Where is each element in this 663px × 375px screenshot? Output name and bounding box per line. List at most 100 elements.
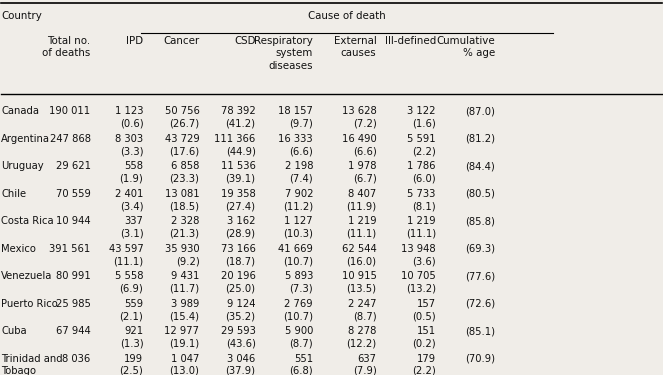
Text: 67 944: 67 944 [56,326,91,336]
Text: Trinidad and
Tobago: Trinidad and Tobago [1,354,63,375]
Text: 29 593
(43.6): 29 593 (43.6) [221,326,255,348]
Text: 5 733
(8.1): 5 733 (8.1) [408,189,436,211]
Text: 1 123
(0.6): 1 123 (0.6) [115,106,143,129]
Text: 558
(1.9): 558 (1.9) [119,161,143,184]
Text: 1 978
(6.7): 1 978 (6.7) [348,161,377,184]
Text: 29 621: 29 621 [56,161,91,171]
Text: (70.9): (70.9) [465,354,495,364]
Text: (87.0): (87.0) [465,106,495,116]
Text: 25 985: 25 985 [56,298,91,309]
Text: 2 247
(8.7): 2 247 (8.7) [348,298,377,321]
Text: 199
(2.5): 199 (2.5) [119,354,143,375]
Text: 18 157
(9.7): 18 157 (9.7) [278,106,313,129]
Text: 9 431
(11.7): 9 431 (11.7) [169,271,200,294]
Text: 1 047
(13.0): 1 047 (13.0) [170,354,200,375]
Text: Cuba: Cuba [1,326,27,336]
Text: 6 858
(23.3): 6 858 (23.3) [170,161,200,184]
Text: 3 989
(15.4): 3 989 (15.4) [170,298,200,321]
Text: 9 124
(35.2): 9 124 (35.2) [225,298,255,321]
Text: 2 328
(21.3): 2 328 (21.3) [170,216,200,238]
Text: 1 127
(10.3): 1 127 (10.3) [283,216,313,238]
Text: 43 729
(17.6): 43 729 (17.6) [164,134,200,156]
Text: Cause of death: Cause of death [308,12,386,21]
Text: Venezuela: Venezuela [1,271,53,281]
Text: 12 977
(19.1): 12 977 (19.1) [164,326,200,348]
Text: Respiratory
system
diseases: Respiratory system diseases [254,36,313,71]
Text: 78 392
(41.2): 78 392 (41.2) [221,106,255,129]
Text: 13 628
(7.2): 13 628 (7.2) [341,106,377,129]
Text: 151
(0.2): 151 (0.2) [412,326,436,348]
Text: 73 166
(18.7): 73 166 (18.7) [221,244,255,266]
Text: 7 902
(11.2): 7 902 (11.2) [283,189,313,211]
Text: 20 196
(25.0): 20 196 (25.0) [221,271,255,294]
Text: Ill-defined: Ill-defined [385,36,436,46]
Text: 2 769
(10.7): 2 769 (10.7) [283,298,313,321]
Text: 337
(3.1): 337 (3.1) [120,216,143,238]
Text: 111 366
(44.9): 111 366 (44.9) [214,134,255,156]
Text: 179
(2.2): 179 (2.2) [412,354,436,375]
Text: 43 597
(11.1): 43 597 (11.1) [109,244,143,266]
Text: (69.3): (69.3) [465,244,495,254]
Text: 157
(0.5): 157 (0.5) [412,298,436,321]
Text: 2 401
(3.4): 2 401 (3.4) [115,189,143,211]
Text: 13 081
(18.5): 13 081 (18.5) [165,189,200,211]
Text: 80 991: 80 991 [56,271,91,281]
Text: Cancer: Cancer [163,36,200,46]
Text: 559
(2.1): 559 (2.1) [119,298,143,321]
Text: 3 122
(1.6): 3 122 (1.6) [407,106,436,129]
Text: 637
(7.9): 637 (7.9) [353,354,377,375]
Text: External
causes: External causes [333,36,377,58]
Text: Country: Country [1,12,42,21]
Text: Total no.
of deaths: Total no. of deaths [42,36,91,58]
Text: (77.6): (77.6) [465,271,495,281]
Text: Chile: Chile [1,189,27,199]
Text: 8 036: 8 036 [62,354,91,364]
Text: (85.1): (85.1) [465,326,495,336]
Text: 921
(1.3): 921 (1.3) [120,326,143,348]
Text: Argentina: Argentina [1,134,50,144]
Text: (80.5): (80.5) [465,189,495,199]
Text: 5 893
(7.3): 5 893 (7.3) [284,271,313,294]
Text: 3 046
(37.9): 3 046 (37.9) [225,354,255,375]
Text: Cumulative
% age: Cumulative % age [436,36,495,58]
Text: 190 011: 190 011 [50,106,91,116]
Text: 19 358
(27.4): 19 358 (27.4) [221,189,255,211]
Text: 10 705
(13.2): 10 705 (13.2) [401,271,436,294]
Text: (84.4): (84.4) [465,161,495,171]
Text: 247 868: 247 868 [50,134,91,144]
Text: 41 669
(10.7): 41 669 (10.7) [278,244,313,266]
Text: 5 900
(8.7): 5 900 (8.7) [284,326,313,348]
Text: 8 407
(11.9): 8 407 (11.9) [346,189,377,211]
Text: (81.2): (81.2) [465,134,495,144]
Text: 8 278
(12.2): 8 278 (12.2) [346,326,377,348]
Text: 13 948
(3.6): 13 948 (3.6) [401,244,436,266]
Text: Uruguay: Uruguay [1,161,44,171]
Text: Costa Rica: Costa Rica [1,216,54,226]
Text: (72.6): (72.6) [465,298,495,309]
Text: Mexico: Mexico [1,244,36,254]
Text: 3 162
(28.9): 3 162 (28.9) [225,216,255,238]
Text: 11 536
(39.1): 11 536 (39.1) [221,161,255,184]
Text: 16 490
(6.6): 16 490 (6.6) [341,134,377,156]
Text: 1 219
(11.1): 1 219 (11.1) [346,216,377,238]
Text: 16 333
(6.6): 16 333 (6.6) [278,134,313,156]
Text: 70 559: 70 559 [56,189,91,199]
Text: CSD: CSD [234,36,255,46]
Text: 5 558
(6.9): 5 558 (6.9) [115,271,143,294]
Text: 50 756
(26.7): 50 756 (26.7) [164,106,200,129]
Text: 10 915
(13.5): 10 915 (13.5) [341,271,377,294]
Text: 391 561: 391 561 [49,244,91,254]
Text: 62 544
(16.0): 62 544 (16.0) [341,244,377,266]
Text: 551
(6.8): 551 (6.8) [289,354,313,375]
Text: 5 591
(2.2): 5 591 (2.2) [407,134,436,156]
Text: 1 786
(6.0): 1 786 (6.0) [407,161,436,184]
Text: 35 930
(9.2): 35 930 (9.2) [165,244,200,266]
Text: 10 944: 10 944 [56,216,91,226]
Text: Puerto Rico: Puerto Rico [1,298,58,309]
Text: Canada: Canada [1,106,39,116]
Text: 2 198
(7.4): 2 198 (7.4) [284,161,313,184]
Text: IPD: IPD [126,36,143,46]
Text: 8 303
(3.3): 8 303 (3.3) [115,134,143,156]
Text: (85.8): (85.8) [465,216,495,226]
Text: 1 219
(11.1): 1 219 (11.1) [406,216,436,238]
